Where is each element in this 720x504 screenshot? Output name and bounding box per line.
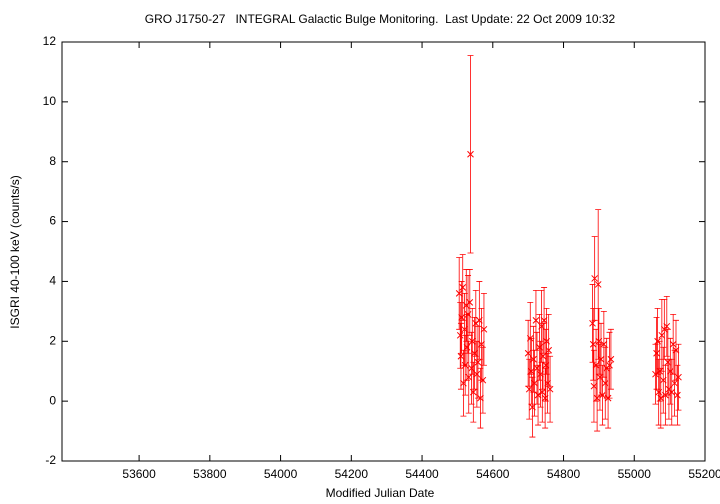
- data-point: [541, 394, 549, 402]
- y-tick-label: 0: [49, 393, 56, 407]
- data-point: [672, 346, 680, 354]
- data-point: [469, 388, 477, 396]
- data-point: [600, 340, 608, 348]
- y-tick-label: 12: [43, 34, 57, 48]
- data-point: [545, 346, 553, 354]
- x-tick-label: 55200: [688, 467, 720, 481]
- data-point: [599, 391, 606, 399]
- data-point: [467, 150, 474, 158]
- data-point: [601, 379, 609, 387]
- data-point: [456, 331, 464, 339]
- chart-title: GRO J1750-27 INTEGRAL Galactic Bulge Mon…: [145, 12, 616, 26]
- x-tick-label: 54400: [405, 467, 439, 481]
- data-point: [531, 379, 538, 387]
- data-point: [480, 325, 488, 333]
- data-point: [530, 355, 537, 363]
- data-point: [538, 322, 545, 330]
- x-axis-label: Modified Julian Date: [326, 486, 435, 500]
- data-point: [675, 373, 682, 381]
- data-point: [466, 299, 474, 306]
- data-point: [589, 319, 596, 327]
- y-axis-label: ISGRI 40-100 keV (counts/s): [8, 175, 22, 328]
- data-point: [457, 352, 465, 360]
- data-point: [591, 275, 599, 282]
- data-point: [479, 376, 487, 384]
- data-point: [533, 364, 541, 372]
- y-tick-label: -2: [45, 453, 56, 467]
- data-point: [657, 394, 665, 402]
- y-tick-label: 2: [49, 333, 56, 347]
- data-point: [455, 290, 463, 297]
- data-point: [539, 352, 547, 360]
- data-point: [459, 284, 467, 291]
- x-tick-label: 53800: [193, 467, 227, 481]
- data-point: [473, 370, 481, 378]
- data-point: [594, 281, 602, 288]
- x-tick-label: 54200: [335, 467, 369, 481]
- data-point: [606, 361, 613, 369]
- data-point: [596, 373, 604, 381]
- data-point: [589, 340, 597, 348]
- data-point: [465, 373, 473, 381]
- data-point: [607, 355, 615, 363]
- data-point: [478, 340, 485, 348]
- data-point: [458, 313, 466, 321]
- x-tick-label: 53600: [122, 467, 156, 481]
- data-point: [666, 367, 674, 375]
- data-point: [663, 322, 671, 330]
- x-tick-label: 54600: [476, 467, 510, 481]
- x-tick-label: 54800: [547, 467, 581, 481]
- data-point: [546, 385, 554, 393]
- data-point: [532, 316, 540, 324]
- data-point: [471, 349, 478, 357]
- x-tick-label: 55000: [618, 467, 652, 481]
- data-point: [653, 349, 660, 357]
- data-point: [538, 388, 546, 396]
- data-point: [597, 355, 605, 363]
- data-point: [474, 358, 482, 366]
- plot-frame: [61, 41, 706, 462]
- data-point: [664, 358, 672, 366]
- data-point: [540, 316, 548, 324]
- data-point: [671, 379, 678, 387]
- data-point: [658, 331, 666, 339]
- data-point: [668, 388, 676, 396]
- data-point: [669, 340, 677, 348]
- data-point: [477, 394, 484, 402]
- y-tick-label: 8: [49, 154, 56, 168]
- y-tick-label: 10: [43, 94, 57, 108]
- data-point: [593, 394, 601, 402]
- x-tick-label: 54000: [264, 467, 298, 481]
- data-point: [544, 379, 551, 387]
- data-point: [674, 391, 681, 399]
- data-point: [534, 391, 542, 399]
- y-tick-label: 4: [49, 274, 56, 288]
- y-tick-label: 6: [49, 214, 56, 228]
